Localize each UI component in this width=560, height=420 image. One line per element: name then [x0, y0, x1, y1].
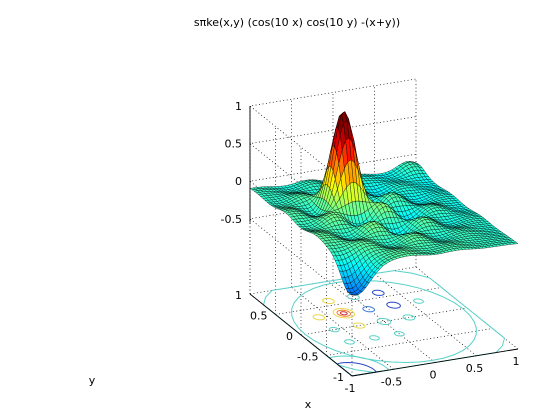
contour-line — [376, 318, 392, 325]
x-tick-label: 0.5 — [466, 362, 484, 375]
grid-line — [300, 307, 468, 336]
grid-line — [275, 287, 442, 315]
y-tick-label: 1 — [235, 289, 242, 302]
surface-mesh — [249, 111, 519, 296]
contour-line — [372, 289, 385, 296]
contour-line — [362, 306, 375, 313]
chart-title: sπke(x,y) (cos(10 x) cos(10 y) -(x+y)) — [194, 16, 400, 29]
contour-line — [332, 307, 355, 319]
y-axis-label: y — [89, 374, 96, 387]
contour-line — [386, 301, 401, 309]
contour-line — [322, 297, 335, 304]
z-tick-label: 1 — [235, 100, 242, 113]
x-tick-label: -1 — [345, 382, 356, 395]
x-tick-label: 0 — [430, 369, 437, 382]
contour-line — [369, 335, 380, 341]
contour-line — [393, 331, 405, 337]
grid-line — [291, 287, 394, 370]
contour-line — [344, 339, 355, 345]
z-tick-label: 0.5 — [225, 138, 243, 151]
x-axis-label: x — [305, 398, 312, 411]
contour-line — [336, 309, 352, 317]
x-tick-label: 1 — [513, 355, 520, 368]
y-tick-label: 0 — [286, 330, 293, 343]
grid-line — [374, 273, 477, 357]
y-axis-line — [249, 293, 353, 377]
z-tick-label: -0.5 — [221, 213, 242, 226]
grid-line — [326, 328, 493, 356]
contour-line — [352, 322, 366, 329]
contour-line — [402, 314, 416, 321]
y-tick-label: -0.5 — [297, 351, 318, 364]
contour-line — [413, 298, 424, 304]
x-axis-line — [351, 348, 519, 377]
z-tick-label: 0 — [235, 175, 242, 188]
x-tick-label: -0.5 — [381, 375, 402, 388]
contour-line — [291, 279, 477, 364]
surface-patch — [512, 241, 519, 245]
contour-line — [328, 326, 340, 333]
contour-line — [339, 311, 348, 316]
contour-line — [312, 314, 326, 321]
tick-labels: -1 -0.5 0 0.5 1 -1 -0.5 0 0.5 1 -0.5 0 0.5 1 — [221, 100, 520, 395]
y-tick-label: -1 — [333, 371, 344, 384]
y-tick-label: 0.5 — [250, 310, 268, 323]
axes-frame — [249, 106, 519, 377]
